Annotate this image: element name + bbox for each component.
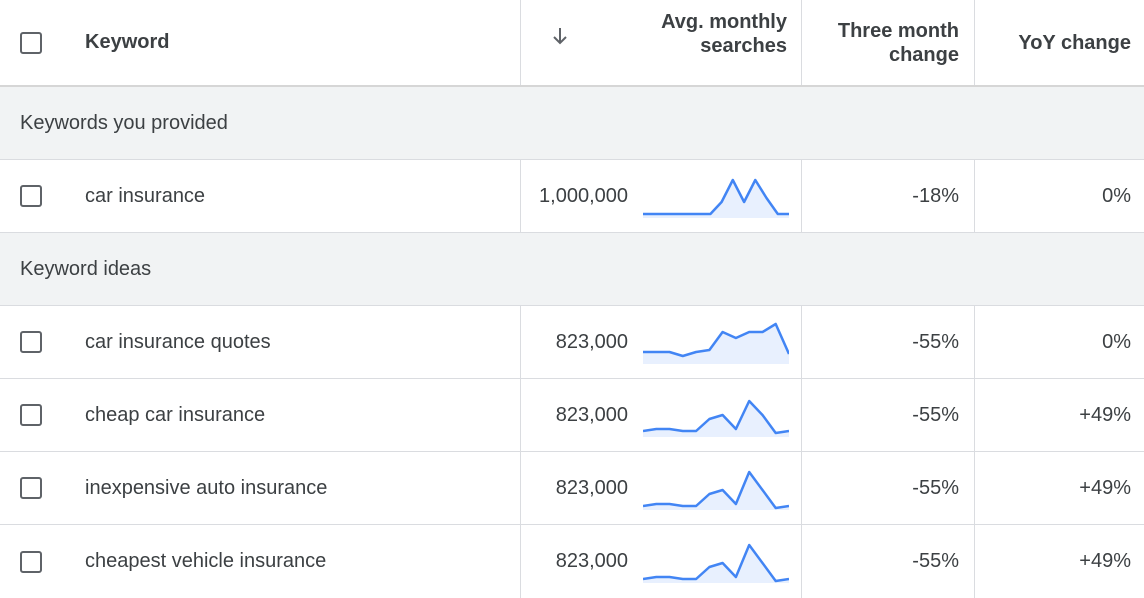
three-month-change-value: -18% <box>912 184 959 207</box>
sparkline-line <box>643 322 789 358</box>
three-header-line2: change <box>888 43 959 66</box>
sparkline-area <box>643 472 789 510</box>
row-checkbox[interactable] <box>20 404 42 426</box>
trend-sparkline <box>643 178 789 218</box>
keyword-text: cheapest vehicle insurance <box>85 550 327 572</box>
row-checkbox[interactable] <box>20 477 42 499</box>
sparkline-line <box>643 470 789 510</box>
sparkline-area <box>643 545 789 583</box>
table-row: car insurance 1,000,000 -18% 0% <box>0 160 1144 233</box>
three-month-change-value: -55% <box>912 476 959 499</box>
three-month-change-column-header[interactable]: Three month change <box>801 0 974 85</box>
trend-sparkline <box>643 399 789 437</box>
avg-monthly-searches-value: 1,000,000 <box>539 184 628 207</box>
group-row-provided: Keywords you provided <box>0 87 1144 160</box>
sparkline-area <box>643 401 789 437</box>
sparkline-line <box>643 543 789 583</box>
keyword-header-label: Keyword <box>85 31 170 53</box>
keyword-text: car insurance quotes <box>85 330 271 353</box>
yoy-change-value: 0% <box>1102 330 1131 353</box>
select-all-checkbox[interactable] <box>20 31 42 54</box>
yoy-change-value: 0% <box>1102 184 1131 207</box>
avg-header-line2: searches <box>700 35 787 57</box>
three-month-change-value: -55% <box>912 330 959 353</box>
keyword-text: car insurance <box>85 184 206 207</box>
avg-monthly-searches-column-header[interactable]: Avg. monthly searches <box>520 0 801 85</box>
trend-sparkline <box>643 470 789 510</box>
sparkline-line <box>643 178 789 216</box>
keyword-text: inexpensive auto insurance <box>85 476 328 499</box>
trend-sparkline <box>643 543 789 583</box>
group-row-ideas: Keyword ideas <box>0 233 1144 306</box>
keyword-text: cheap car insurance <box>85 403 266 426</box>
yoy-change-column-header[interactable]: YoY change <box>974 0 1144 85</box>
sparkline-area <box>643 180 789 218</box>
avg-monthly-searches-value: 823,000 <box>555 330 628 353</box>
table-row: inexpensive auto insurance 823,000 -55% … <box>0 452 1144 525</box>
yoy-change-value: +49% <box>1079 476 1131 499</box>
group-label-ideas: Keyword ideas <box>20 257 152 280</box>
yoy-change-value: +49% <box>1079 550 1131 572</box>
yoy-header-label: YoY change <box>1018 31 1131 54</box>
table-row: cheap car insurance 823,000 -55% +49% <box>0 379 1144 452</box>
table-row: car insurance quotes 823,000 -55% 0% <box>0 306 1144 379</box>
trend-sparkline <box>643 322 789 364</box>
row-checkbox[interactable] <box>20 550 42 573</box>
avg-monthly-searches-value: 823,000 <box>555 550 628 572</box>
three-month-change-value: -55% <box>912 403 959 426</box>
avg-header-line1: Avg. monthly <box>661 11 787 33</box>
sparkline-line <box>643 399 789 435</box>
table-row: cheapest vehicle insurance 823,000 -55% … <box>0 525 1144 598</box>
table-header: Keyword Avg. monthly searches Three mont… <box>0 0 1144 87</box>
row-checkbox[interactable] <box>20 185 42 207</box>
group-label-provided: Keywords you provided <box>20 111 228 134</box>
three-month-change-value: -55% <box>912 550 959 572</box>
arrow-down-icon[interactable] <box>548 24 572 48</box>
keyword-column-header[interactable]: Keyword <box>70 0 520 85</box>
row-checkbox[interactable] <box>20 331 42 353</box>
avg-monthly-searches-value: 823,000 <box>555 403 628 426</box>
three-header-line1: Three month <box>837 19 959 42</box>
sparkline-area <box>643 324 789 364</box>
yoy-change-value: +49% <box>1079 403 1131 426</box>
avg-monthly-searches-value: 823,000 <box>555 476 628 499</box>
